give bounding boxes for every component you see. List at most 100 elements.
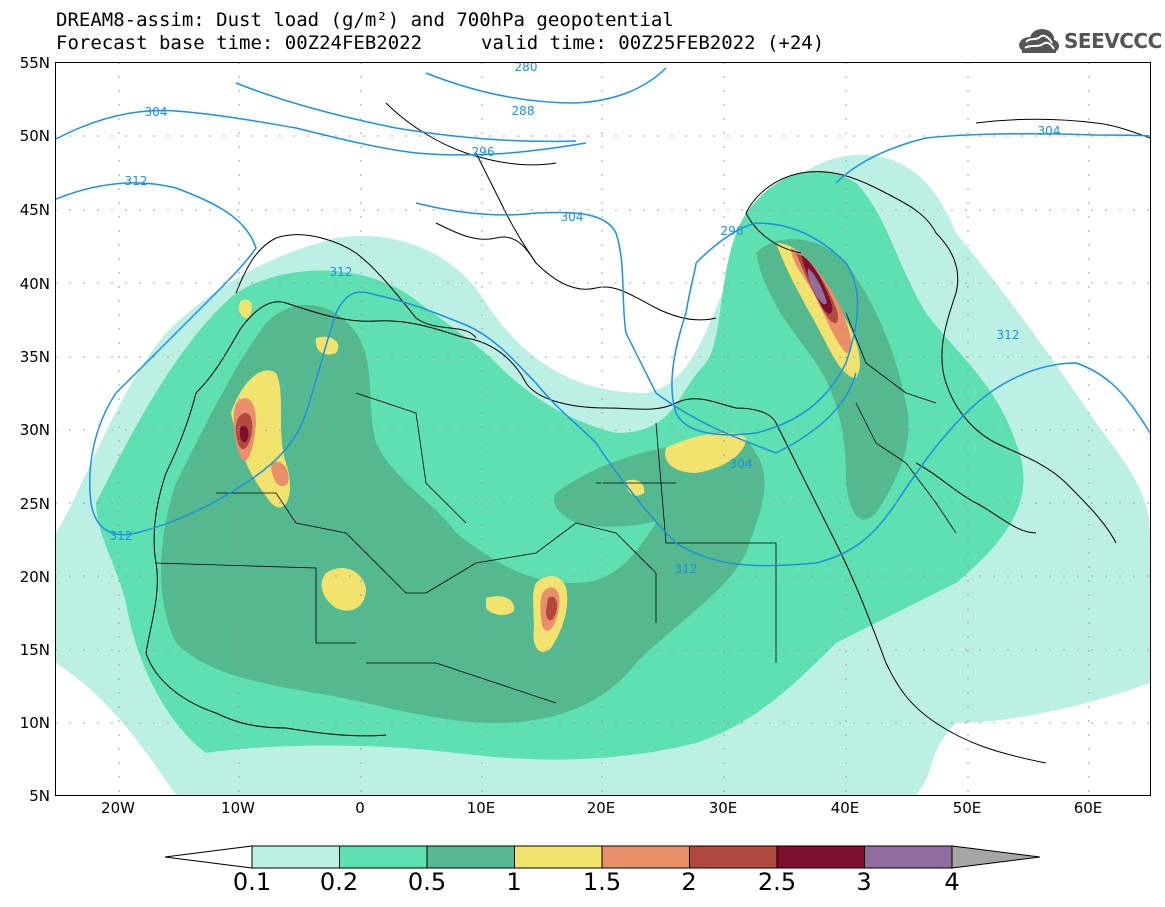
grid-dot	[1035, 649, 1037, 651]
grid-dot	[1105, 502, 1107, 504]
colorbar-label: 3	[856, 868, 872, 896]
grid-dot	[118, 608, 120, 610]
grid-dot	[391, 429, 393, 431]
grid-dot	[965, 429, 967, 431]
grid-dot	[97, 649, 99, 651]
grid-dot	[741, 649, 743, 651]
grid-dot	[56, 282, 57, 284]
grid-dot	[503, 282, 505, 284]
colorbar-label: 4	[944, 868, 960, 896]
grid-dot	[118, 482, 120, 484]
grid-dot	[845, 384, 847, 386]
grid-dot	[238, 258, 240, 260]
grid-dot	[125, 429, 127, 431]
grid-dot	[360, 734, 362, 736]
grid-dot	[251, 356, 253, 358]
grid-dot	[545, 429, 547, 431]
grid-dot	[657, 282, 659, 284]
grid-dot	[601, 300, 603, 302]
grid-dot	[1021, 356, 1023, 358]
grid-dot	[923, 429, 925, 431]
grid-dot	[447, 135, 449, 137]
grid-dot	[293, 575, 295, 577]
colorbar-label: 2.5	[757, 868, 797, 896]
grid-dot	[783, 282, 785, 284]
grid-dot	[181, 282, 183, 284]
grid-dot	[1091, 356, 1093, 358]
grid-dot	[419, 429, 421, 431]
grid-dot	[1007, 356, 1009, 358]
grid-dot	[481, 118, 483, 120]
grid-dot	[447, 649, 449, 651]
grid-dot	[360, 76, 362, 78]
lon-label: 60E	[1073, 799, 1103, 817]
grid-dot	[937, 282, 939, 284]
grid-dot	[475, 282, 477, 284]
grid-dot	[723, 216, 725, 218]
grid-dot	[723, 524, 725, 526]
grid-dot	[419, 649, 421, 651]
grid-dot	[118, 286, 120, 288]
grid-dot	[951, 282, 953, 284]
grid-dot	[238, 482, 240, 484]
grid-dot	[139, 135, 141, 137]
grid-dot	[238, 734, 240, 736]
grid-dot	[923, 575, 925, 577]
grid-dot	[727, 282, 729, 284]
grid-dot	[965, 209, 967, 211]
grid-dot	[489, 135, 491, 137]
grid-dot	[118, 706, 120, 708]
grid-dot	[723, 538, 725, 540]
grid-dot	[573, 649, 575, 651]
grid-dot	[1147, 356, 1149, 358]
grid-dot	[1133, 575, 1135, 577]
grid-dot	[360, 300, 362, 302]
grid-dot	[723, 202, 725, 204]
grid-dot	[845, 272, 847, 274]
grid-dot	[118, 188, 120, 190]
grid-dot	[993, 209, 995, 211]
grid-dot	[360, 496, 362, 498]
grid-dot	[1035, 135, 1037, 137]
grid-dot	[481, 132, 483, 134]
grid-dot	[419, 722, 421, 724]
grid-dot	[153, 502, 155, 504]
grid-dot	[360, 776, 362, 778]
grid-dot	[881, 135, 883, 137]
grid-dot	[360, 468, 362, 470]
grid-dot	[238, 384, 240, 386]
grid-dot	[909, 575, 911, 577]
grid-dot	[335, 722, 337, 724]
grid-dot	[363, 575, 365, 577]
grid-dot	[629, 502, 631, 504]
grid-dot	[853, 356, 855, 358]
grid-dot	[1088, 692, 1090, 694]
grid-dot	[937, 722, 939, 724]
grid-dot	[825, 429, 827, 431]
grid-dot	[909, 282, 911, 284]
grid-dot	[845, 762, 847, 764]
grid-dot	[1088, 132, 1090, 134]
grid-dot	[845, 398, 847, 400]
grid-dot	[1119, 209, 1121, 211]
grid-dot	[937, 649, 939, 651]
grid-dot	[349, 722, 351, 724]
grid-dot	[845, 370, 847, 372]
grid-dot	[118, 370, 120, 372]
grid-dot	[967, 734, 969, 736]
grid-dot	[587, 575, 589, 577]
grid-dot	[1088, 258, 1090, 260]
grid-dot	[118, 426, 120, 428]
grid-dot	[657, 135, 659, 137]
grid-dot	[1091, 282, 1093, 284]
grid-dot	[1088, 734, 1090, 736]
grid-dot	[643, 282, 645, 284]
grid-dot	[723, 678, 725, 680]
grid-dot	[111, 575, 113, 577]
grid-dot	[391, 135, 393, 137]
grid-dot	[727, 649, 729, 651]
grid-dot	[481, 524, 483, 526]
grid-dot	[723, 384, 725, 386]
grid-dot	[321, 209, 323, 211]
contour-label: 288	[512, 104, 535, 118]
